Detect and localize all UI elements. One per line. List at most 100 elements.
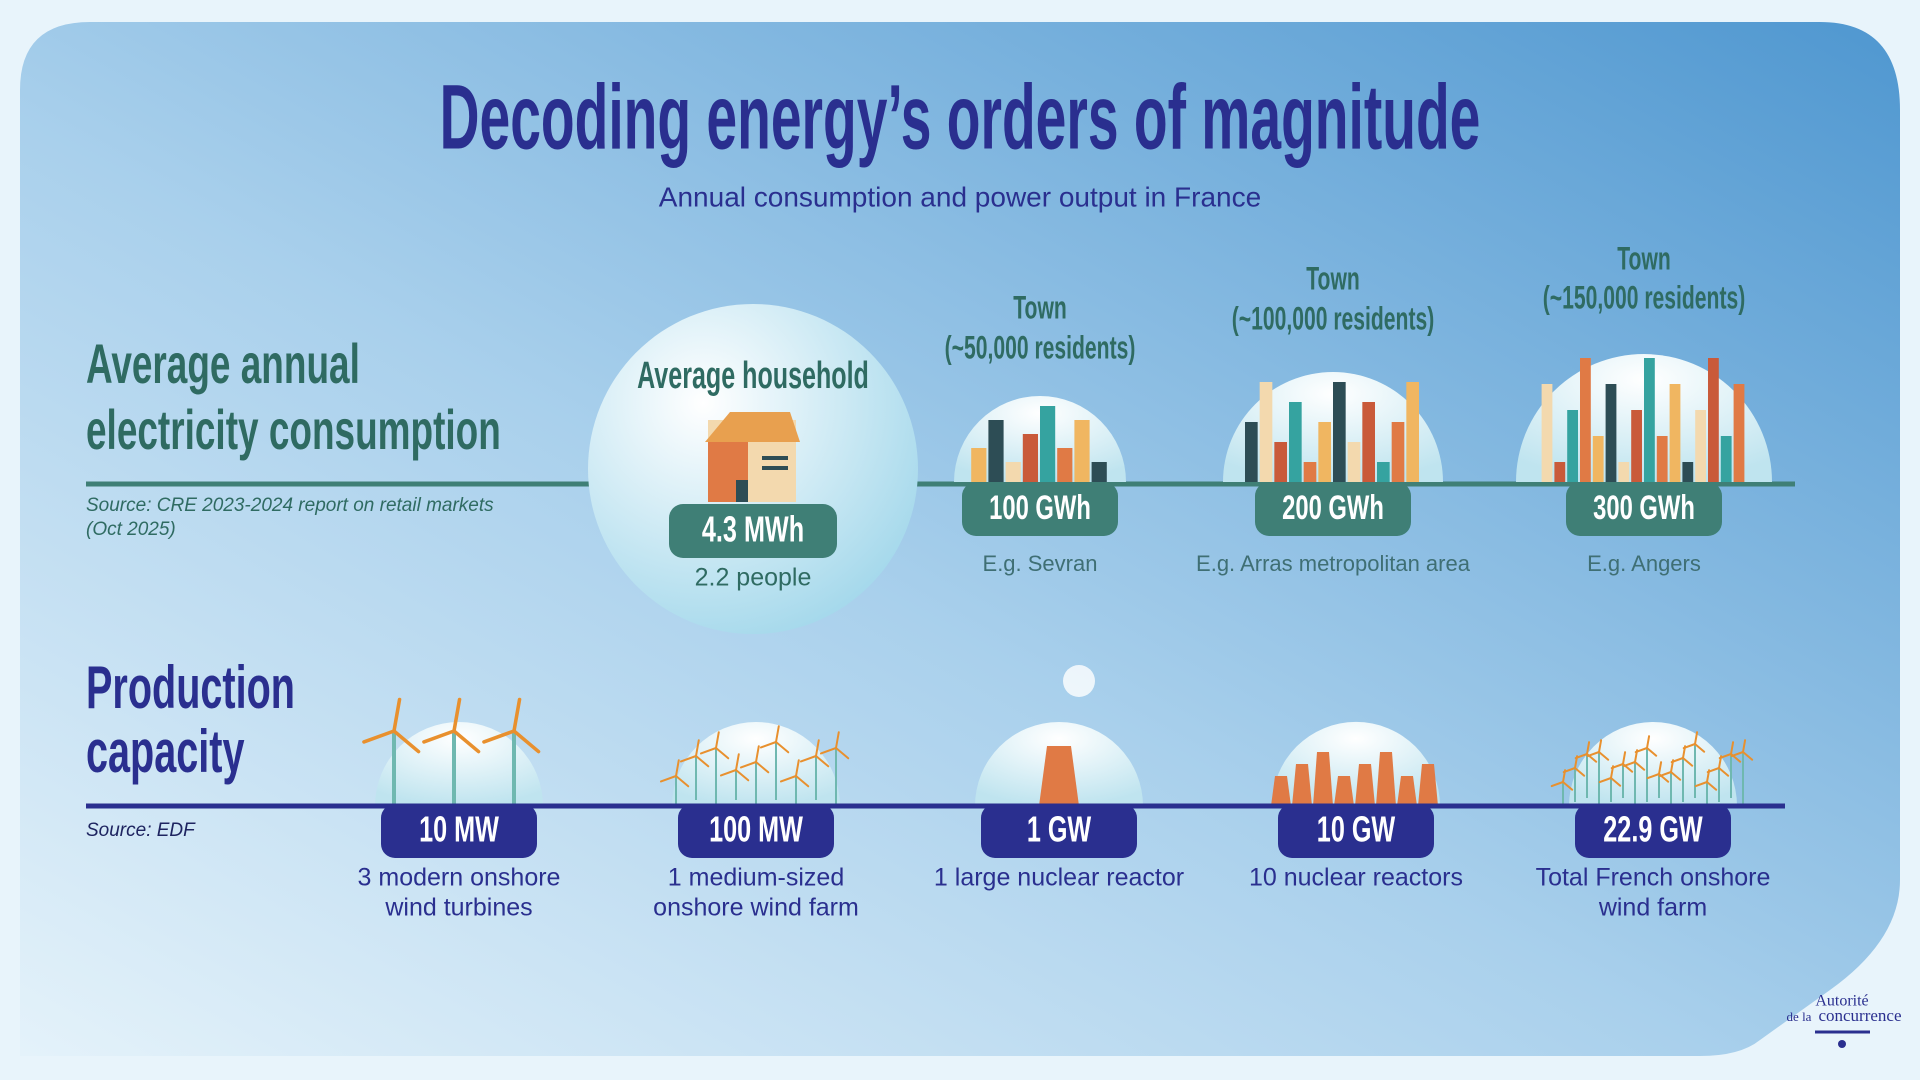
building-icon [1274,442,1287,482]
building-icon [1057,448,1073,482]
turbine-blade [775,741,790,754]
cooling-tower [1376,752,1396,806]
turbine-blade [1562,767,1576,774]
turbine-blade [815,739,820,757]
item-label: Town [1013,289,1067,326]
turbine-blade [1598,751,1610,761]
title: Decoding energy’s orders of magnitude [440,66,1481,169]
value-label: 22.9 GW [1603,809,1703,850]
house-roof [705,412,800,442]
turbine-blade [715,747,730,760]
turbine-blade [719,769,737,777]
item-label-group: Town [1013,289,1067,326]
cooling-tower [1334,776,1354,806]
turbine-blade [1730,741,1735,755]
value-label: 100 GWh [989,489,1091,527]
turbine-blade [675,759,680,777]
turbine-blade [1586,741,1591,755]
turbine-blade [699,747,717,755]
building-icon [1303,462,1317,482]
building-icon [1592,436,1604,482]
turbine-blade [1598,739,1603,753]
logo-dot [1838,1040,1846,1048]
cooling-tower [1397,776,1417,806]
item-label: (~150,000 residents) [1543,279,1746,316]
item-caption: 1 medium-sized [668,864,844,892]
cooling-tower [1039,746,1079,806]
turbine-blade [1682,743,1696,750]
building-icon [1289,402,1302,482]
turbine-blade [1718,767,1730,777]
turbine-blade [512,697,522,733]
building-icon [1091,462,1107,482]
turbine-blade [695,755,710,768]
value-pill [1575,804,1731,858]
building-icon [1318,422,1331,482]
value-label-group: 200 GWh [1282,489,1384,527]
building-icon [1259,382,1273,482]
turbine-blade [452,697,462,733]
building-icon [1406,382,1419,482]
item-label-group: Town [1617,240,1671,277]
building-icon [1022,434,1038,482]
building-icon [1733,384,1745,482]
section-heading: electricity consumption [86,399,501,462]
item-caption: onshore wind farm [653,894,859,922]
section-heading-group: Production [86,654,295,721]
cooling-tower [1292,764,1312,806]
building-icon [1333,382,1346,482]
value-label-group: 1 GW [1027,809,1092,850]
value-pill [981,804,1137,858]
turbine-blade [739,761,757,769]
value-label-group: 10 GW [1317,809,1396,850]
dome [375,722,543,806]
turbine-blade [362,729,396,744]
building-icon [971,448,987,482]
value-pill [962,482,1118,536]
dome [1272,721,1440,806]
turbine-blade [775,725,780,743]
subtitle: Annual consumption and power output in F… [659,181,1261,212]
item-note: E.g. Arras metropolitan area [1196,551,1471,576]
building-icon [1005,462,1021,482]
source: Source: CRE 2023-2024 report on retail m… [86,495,494,516]
turbine-blade [1646,773,1660,780]
turbine-blade [1694,743,1706,753]
value-pill [669,504,837,558]
house-window [762,456,788,460]
turbine-blade [759,741,777,749]
turbine-blade [1622,761,1636,768]
turbine-blade [735,769,750,782]
title-group: Decoding energy’s orders of magnitude [440,66,1481,169]
value-label: 300 GWh [1593,489,1695,527]
value-label: 200 GWh [1282,489,1384,527]
turbine-blade [422,729,456,744]
item-note: E.g. Angers [1587,551,1701,576]
building-icon [1040,406,1056,482]
turbine-blade [1658,771,1672,778]
turbine-blade [512,729,541,754]
turbine-blade [675,775,690,788]
value-pill [1566,482,1722,536]
turbine-blade [1646,747,1658,757]
turbine-blade [1574,753,1588,760]
logo-text: de la [1787,1009,1812,1024]
turbine-blade [1718,753,1732,760]
item-label-group: Average household [637,354,869,396]
turbine-blade [659,775,677,783]
source: Source: EDF [86,820,196,841]
turbine-blade [1598,777,1612,784]
building-icon [1580,358,1591,482]
value-pill [1278,804,1434,858]
turbine-blade [815,755,830,768]
section-heading: Production [86,654,295,721]
value-pill [381,804,537,858]
value-label-group: 300 GWh [1593,489,1695,527]
value-pill [678,804,834,858]
turbine-blade [1670,757,1684,764]
building-icon [1567,410,1578,482]
turbine-blade [819,747,837,755]
item-label-group: (~150,000 residents) [1543,279,1746,316]
item-note: 2.2 people [695,564,812,592]
